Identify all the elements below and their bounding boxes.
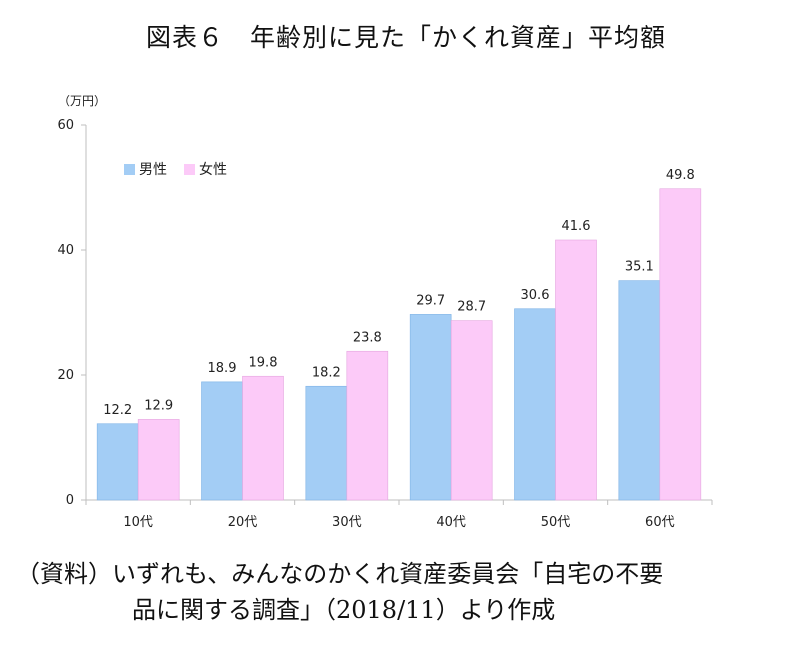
source-note: （資料）いずれも、みんなのかくれ資産委員会「自宅の不要 品に関する調査」（201…: [16, 556, 806, 628]
data-label: 18.9: [208, 361, 237, 376]
data-label: 30.6: [521, 288, 550, 303]
data-label: 18.2: [312, 365, 341, 380]
y-tick-label: 20: [57, 368, 74, 383]
x-tick-label: 20代: [228, 515, 258, 530]
x-tick-label: 50代: [541, 515, 571, 530]
legend-label: 男性: [139, 162, 167, 178]
x-tick-label: 40代: [436, 515, 466, 530]
bar-female: [555, 239, 597, 501]
x-tick-label: 10代: [123, 515, 153, 530]
bar-female: [137, 419, 180, 501]
bar-male: [409, 314, 452, 501]
data-label: 23.8: [353, 330, 382, 345]
bar-male: [618, 280, 661, 501]
bar-female: [242, 375, 284, 501]
bar-female: [659, 188, 702, 501]
legend-swatch: [184, 164, 195, 175]
bar-male: [96, 423, 139, 501]
y-tick-label: 60: [57, 118, 74, 133]
legend-label: 女性: [199, 161, 227, 178]
data-label: 41.6: [562, 219, 591, 234]
x-tick-label: 30代: [332, 515, 362, 530]
y-unit-label: （万円）: [58, 94, 107, 108]
bar-female: [346, 350, 389, 501]
source-line-2: 品に関する調査」（2018/11）より作成: [132, 596, 556, 624]
data-label: 19.8: [249, 355, 278, 370]
data-label: 28.7: [457, 300, 486, 315]
bar-male: [305, 385, 348, 501]
data-label: 29.7: [416, 293, 445, 308]
bar-chart: 0 20 40 60 10代 12.2 12.9 20代 18.9 19.8 30代 18.2 23.8…: [57, 118, 713, 530]
legend-swatch: [124, 164, 135, 175]
bar-male: [201, 381, 243, 501]
chart-title: 図表６ 年齢別に見た「かくれ資産」平均額: [145, 23, 666, 52]
data-label: 12.9: [144, 398, 173, 413]
data-label: 35.1: [625, 260, 654, 275]
source-line-1: （資料）いずれも、みんなのかくれ資産委員会「自宅の不要: [16, 560, 664, 588]
y-tick-label: 40: [57, 243, 74, 258]
x-tick-label: 60代: [645, 515, 675, 530]
data-label: 12.2: [103, 403, 132, 418]
y-tick-label: 0: [66, 493, 74, 508]
data-label: 49.8: [666, 168, 695, 183]
bar-male: [514, 308, 556, 501]
bar-female: [450, 320, 493, 501]
